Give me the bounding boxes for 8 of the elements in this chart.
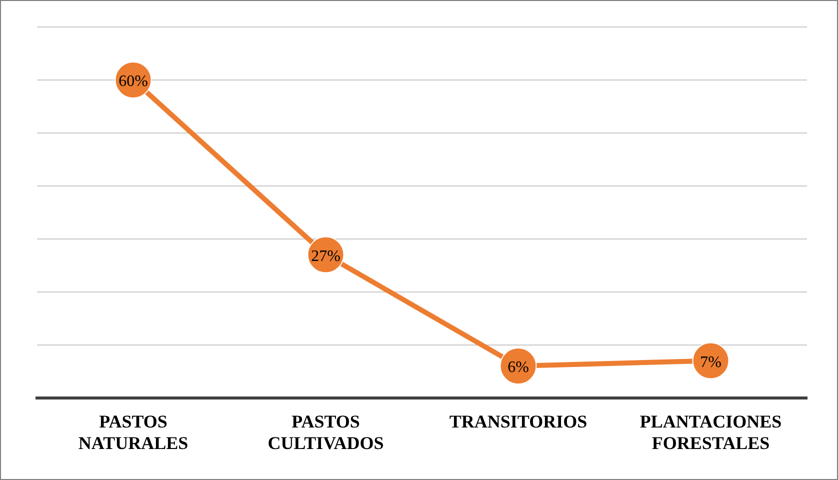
x-tick-label: PASTOS NATURALES [78, 411, 188, 453]
data-label: 27% [311, 248, 340, 265]
x-tick-label: PASTOS CULTIVADOS [268, 411, 384, 453]
x-tick-label: TRANSITORIOS [449, 411, 588, 432]
data-label: 7% [700, 354, 722, 371]
data-label: 60% [118, 73, 148, 90]
data-label: 6% [508, 359, 529, 376]
x-tick-label: PLANTACIONES FORESTALES [640, 411, 782, 453]
